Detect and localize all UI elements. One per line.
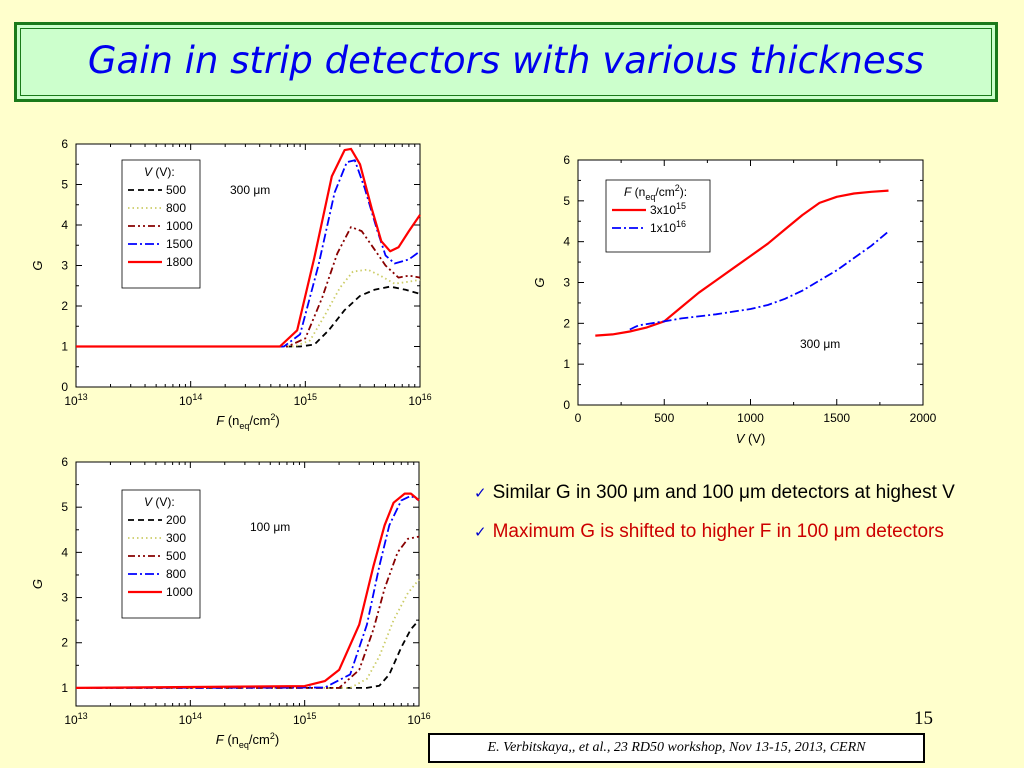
legend-title: V (V):: [144, 495, 175, 509]
x-tick-label: 1013: [64, 711, 87, 727]
y-tick-label: 4: [563, 235, 570, 249]
x-tick-label: 1015: [293, 711, 316, 727]
x-axis-label: F (neq/cm2): [216, 412, 279, 431]
y-tick-label: 2: [61, 636, 68, 650]
y-tick-label: 5: [61, 500, 68, 514]
x-tick-label: 1016: [408, 392, 431, 408]
series-line-3x10e15: [595, 189, 889, 337]
legend-title: F (neq/cm2):: [624, 183, 687, 202]
legend-title: V (V):: [144, 165, 175, 179]
legend-box: [121, 159, 201, 289]
bullet-item: ✓ Maximum G is shifted to higher F in 100…: [474, 519, 1004, 545]
y-tick-label: 6: [563, 153, 570, 167]
y-tick-label: 2: [563, 316, 570, 330]
legend-label: 1000: [166, 585, 193, 599]
checkmark-arrow-icon: ✓: [474, 524, 487, 541]
legend-label: 300: [166, 531, 186, 545]
thickness-annotation: 100 μm: [250, 520, 290, 534]
thickness-annotation: 300 μm: [230, 183, 270, 197]
y-tick-label: 3: [61, 259, 68, 273]
title-box-inner-border: [20, 28, 992, 96]
y-tick-label: 6: [61, 455, 68, 469]
series-line-1500: [76, 159, 421, 348]
y-tick-label: 5: [61, 178, 68, 192]
x-tick-label: 2000: [910, 411, 937, 425]
bullet-item: ✓ Similar G in 300 μm and 100 μm detector…: [474, 480, 1004, 506]
y-tick-label: 0: [563, 398, 570, 412]
checkmark-arrow-icon: ✓: [474, 485, 487, 502]
legend-box: [605, 179, 711, 253]
y-tick-label: 1: [563, 357, 570, 371]
series-line-800: [76, 268, 421, 348]
x-tick-label: 1500: [823, 411, 850, 425]
legend-label: 200: [166, 513, 186, 527]
legend-label: 1x1016: [650, 219, 686, 235]
y-tick-label: 4: [61, 545, 68, 559]
x-axis-label: V (V): [736, 431, 766, 446]
bullet-list: ✓ Similar G in 300 μm and 100 μm detector…: [474, 480, 1004, 558]
legend-label: 800: [166, 201, 186, 215]
y-tick-label: 3: [61, 591, 68, 605]
thickness-annotation: 300 μm: [800, 337, 840, 351]
legend-box: [121, 489, 201, 619]
x-axis-label: F (neq/cm2): [216, 731, 279, 750]
y-tick-label: 3: [563, 276, 570, 290]
series-line-800: [75, 495, 420, 689]
legend-label: 1000: [166, 219, 193, 233]
legend-label: 500: [166, 183, 186, 197]
series-line-1800: [76, 147, 421, 348]
slide-title: Gain in strip detectors with various thi…: [87, 39, 925, 82]
x-tick-label: 500: [654, 411, 674, 425]
citation: E. Verbitskaya,, et al., 23 RD50 worksho…: [428, 733, 925, 763]
legend-label: 1800: [166, 255, 193, 269]
legend-label: 500: [166, 549, 186, 563]
y-tick-label: 1: [61, 681, 68, 695]
y-tick-label: 1: [61, 340, 68, 354]
y-axis-label: G: [30, 260, 45, 270]
y-tick-label: 2: [61, 299, 68, 313]
x-tick-label: 0: [575, 411, 582, 425]
x-tick-label: 1015: [294, 392, 317, 408]
x-tick-label: 1013: [64, 392, 87, 408]
y-tick-label: 5: [563, 194, 570, 208]
y-axis-label: G: [30, 579, 45, 589]
chart-gain-vs-fluence-100um: 1 2 3 4 5 6 1013 1014 1015 1016 F (neq/cm2) G 100 μm…: [30, 455, 431, 750]
series-line-1000: [76, 226, 421, 348]
legend-label: 800: [166, 567, 186, 581]
legend-label: 1500: [166, 237, 193, 251]
series-line-500: [76, 285, 421, 348]
x-tick-label: 1016: [407, 711, 430, 727]
y-axis-label: G: [532, 277, 547, 287]
title-box: Gain in strip detectors with various thi…: [14, 22, 998, 102]
y-tick-label: 6: [61, 137, 68, 151]
x-tick-label: 1000: [737, 411, 764, 425]
bullet-text: Maximum G is shifted to higher F in 100 …: [492, 521, 944, 542]
y-tick-label: 4: [61, 218, 68, 232]
chart-gain-vs-fluence-300um: 0 1 2 3 4 5 6 1013 1014 1015 1016 F (neq/cm2) G 300 μ…: [30, 137, 432, 431]
series-line-1x10e16: [629, 230, 890, 331]
series-line-200: [76, 619, 420, 689]
y-tick-label: 0: [61, 380, 68, 394]
x-tick-label: 1014: [179, 711, 202, 727]
page-number: 15: [914, 708, 933, 729]
bullet-text: Similar G in 300 μm and 100 μm detectors…: [492, 482, 955, 503]
series-line-1000: [75, 492, 420, 689]
x-tick-label: 1014: [179, 392, 202, 408]
chart-gain-vs-voltage-300um: 0 1 2 3 4 5 6 0 500 1000 1500 2000 V (V) G 300 μm F (ne…: [532, 153, 937, 446]
legend-label: 3x1015: [650, 201, 686, 217]
